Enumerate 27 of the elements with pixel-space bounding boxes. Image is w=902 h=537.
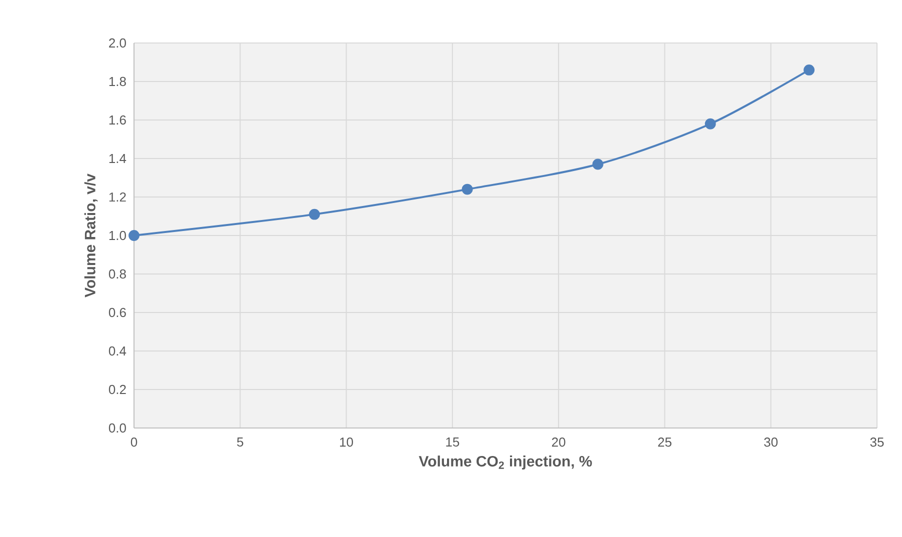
y-tick-label: 0.2 bbox=[108, 384, 126, 394]
point bbox=[804, 64, 815, 76]
x-tick-label: 0 bbox=[130, 438, 138, 447]
y-tick-label: 1.6 bbox=[109, 115, 126, 125]
y-axis-title: Volume Ratio, v/v bbox=[84, 174, 98, 298]
point bbox=[308, 208, 320, 220]
y-tick-label: 1.4 bbox=[109, 154, 126, 163]
y-tick-label: 0.4 bbox=[108, 346, 126, 356]
y-tick-label: 1.8 bbox=[109, 76, 126, 86]
y-tick-label: 0.8 bbox=[108, 269, 126, 279]
y-tick-label: 0.6 bbox=[108, 308, 126, 318]
y-tick-label: 0.0 bbox=[108, 423, 126, 433]
x-tick-label: 20 bbox=[552, 438, 566, 447]
point bbox=[128, 230, 140, 241]
point bbox=[592, 158, 604, 170]
x-tick-label: 25 bbox=[658, 438, 672, 447]
x-tick-label: 10 bbox=[340, 438, 354, 447]
x-tick-label: 35 bbox=[870, 438, 884, 447]
y-tick-label: 2.0 bbox=[109, 38, 126, 48]
point bbox=[704, 118, 716, 130]
x-axis-title: Volume CO$_{2}$ injection, % bbox=[418, 456, 592, 470]
x-tick-label: 15 bbox=[446, 438, 460, 447]
x-tick-label: 5 bbox=[237, 438, 244, 447]
point bbox=[462, 184, 473, 195]
x-tick-label: 30 bbox=[764, 438, 778, 447]
y-tick-label: 1.2 bbox=[109, 192, 126, 202]
y-tick-label: 1.0 bbox=[109, 230, 126, 240]
